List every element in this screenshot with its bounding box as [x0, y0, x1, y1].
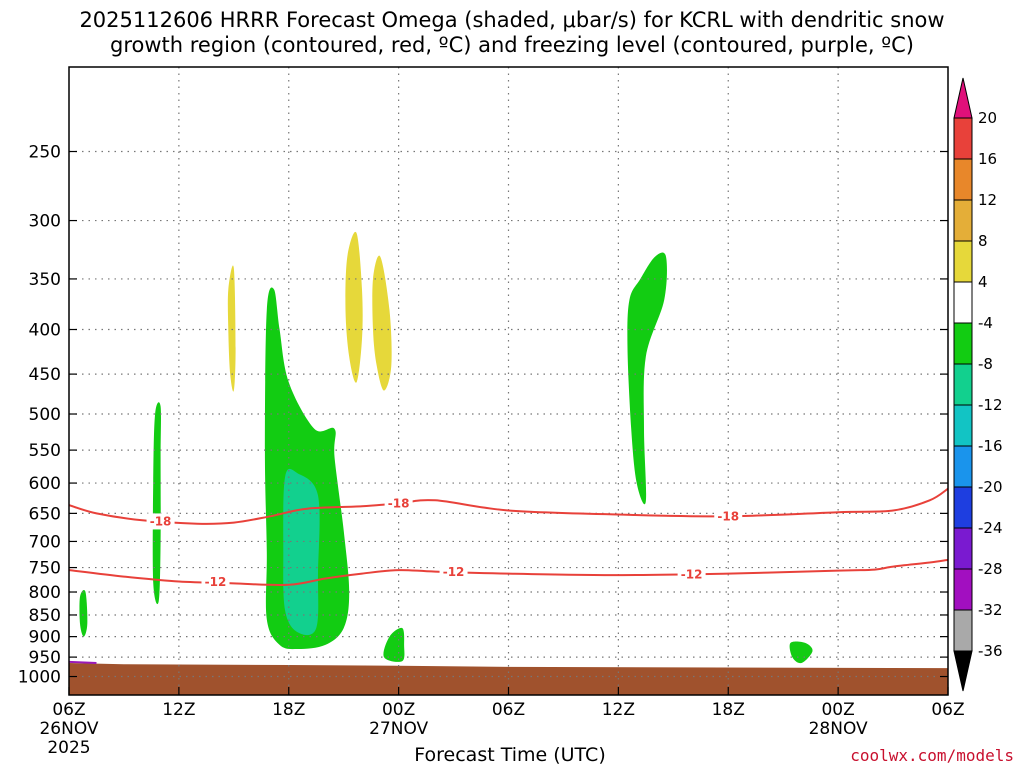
y-tick-label-300: 300 [29, 212, 61, 232]
dgz-contour-label-bg-1-2 [677, 566, 706, 583]
colorbar-label-5: -4 [978, 314, 993, 332]
x-tick-label-0: 06Z [52, 700, 85, 720]
dgz-contour-label-bg-1-0 [201, 573, 230, 590]
dgz-contour-label-bg-1-1 [439, 564, 468, 581]
omega-region-4 [196, 511, 249, 616]
x-tick-date-0: 26NOV [39, 719, 98, 739]
omega-region-15 [841, 551, 859, 603]
colorbar-label-7: -12 [978, 396, 1003, 414]
y-tick-label-600: 600 [29, 474, 61, 494]
x-tick-label-36: 18Z [712, 700, 745, 720]
chart-title-line1: 2025112606 HRRR Forecast Omega (shaded, … [79, 8, 945, 32]
omega-region-9 [152, 402, 161, 605]
colorbar-bin-5 [953, 322, 973, 365]
dgz-contour-label-1-2: -12 [681, 568, 703, 582]
y-tick-label-550: 550 [29, 441, 61, 461]
credit-text: coolwx.com/models [850, 746, 1014, 765]
contour-lines: -18 -18 -18 -12 -12 -12 [69, 487, 948, 665]
y-tick-label-1000: 1000 [18, 668, 61, 688]
colorbar-bin-1 [953, 158, 973, 201]
colorbar-label-8: -16 [978, 437, 1003, 455]
y-tick-label-750: 750 [29, 559, 61, 579]
dgz-contour-label-bg-0-1 [384, 495, 413, 512]
x-tick-label-12: 18Z [272, 700, 305, 720]
y-tick-label-450: 450 [29, 365, 61, 385]
colorbar-label-11: -28 [978, 560, 1003, 578]
omega-shaded-regions [79, 76, 899, 664]
y-tick-label-850: 850 [29, 606, 61, 626]
dgz-contour-label-0-2: -18 [717, 509, 739, 523]
colorbar-label-6: -8 [978, 355, 993, 373]
omega-region-5 [345, 231, 363, 383]
colorbar-bin-8 [953, 445, 973, 488]
x-tick-label-6: 12Z [162, 700, 195, 720]
y-tick-label-350: 350 [29, 270, 61, 290]
grid-lines [69, 67, 948, 695]
colorbar-label-9: -20 [978, 478, 1003, 496]
x-tick-date-18: 27NOV [369, 719, 428, 739]
y-tick-label-500: 500 [29, 405, 61, 425]
y-tick-label-650: 650 [29, 504, 61, 524]
dgz-contour-label-1-0: -12 [205, 575, 227, 589]
colorbar-bin-0 [953, 117, 973, 160]
colorbar-label-1: 16 [978, 150, 997, 168]
x-tick-label-42: 00Z [821, 700, 854, 720]
chart-title-line2: growth region (contoured, red, ºC) and f… [110, 33, 914, 57]
colorbar-label-2: 12 [978, 191, 997, 209]
colorbar-label-12: -32 [978, 601, 1003, 619]
omega-region-1 [192, 199, 205, 419]
y-tick-label-900: 900 [29, 628, 61, 648]
y-tick-label-700: 700 [29, 532, 61, 552]
freezing-level-contour [69, 660, 97, 665]
colorbar-bin-2 [953, 199, 973, 242]
dgz-contour-label-0-0: -18 [150, 514, 172, 528]
dgz-contour-label-bg-0-0 [146, 513, 175, 530]
colorbar-bin-10 [953, 527, 973, 570]
omega-region-13 [789, 641, 813, 664]
colorbar-bin-9 [953, 486, 973, 529]
omega-region-11 [627, 252, 667, 505]
colorbar-bottom-arrow [953, 650, 973, 692]
omega-region-6 [372, 255, 392, 391]
colorbar-label-4: 4 [978, 273, 988, 291]
dgz-contour-label-bg-0-2 [714, 508, 743, 525]
colorbar-label-3: 8 [978, 232, 988, 250]
colorbar-bin-12 [953, 609, 973, 652]
omega-colorbar: 20 16 12 8 4 -4 -8 -12 -16 -20 -24 -28 -32 -36 [953, 77, 1003, 692]
colorbar-bin-4 [953, 281, 973, 324]
x-tick-label-24: 06Z [492, 700, 525, 720]
colorbar-top-arrow [953, 77, 973, 119]
omega-region-14 [283, 468, 320, 636]
y-tick-label-800: 800 [29, 583, 61, 603]
x-axis-label: Forecast Time (UTC) [414, 744, 606, 766]
colorbar-label-13: -36 [978, 642, 1003, 660]
dgz-contour-label-1-1: -12 [443, 565, 465, 579]
dgz-contour-label-0-1: -18 [388, 496, 410, 510]
colorbar-bin-3 [953, 240, 973, 283]
dgz-contour-line-0 [69, 487, 948, 525]
y-axis-ticks: 2503003504004505005506006507007508008509… [18, 143, 948, 688]
colorbar-label-0: 20 [978, 109, 997, 127]
x-tick-date-42: 28NOV [809, 719, 868, 739]
colorbar-bin-11 [953, 568, 973, 611]
colorbar-bin-6 [953, 363, 973, 406]
x-tick-label-48: 06Z [931, 700, 964, 720]
x-tick-label-30: 12Z [602, 700, 635, 720]
omega-region-10 [79, 590, 88, 637]
y-tick-label-250: 250 [29, 143, 61, 163]
x-tick-label-18: 00Z [382, 700, 415, 720]
x-tick-year-0: 2025 [47, 738, 90, 758]
omega-region-0 [109, 150, 169, 392]
y-tick-label-400: 400 [29, 321, 61, 341]
colorbar-bin-7 [953, 404, 973, 447]
omega-region-16 [889, 651, 899, 663]
y-tick-label-950: 950 [29, 648, 61, 668]
colorbar-label-10: -24 [978, 519, 1003, 537]
omega-region-7 [227, 265, 236, 392]
